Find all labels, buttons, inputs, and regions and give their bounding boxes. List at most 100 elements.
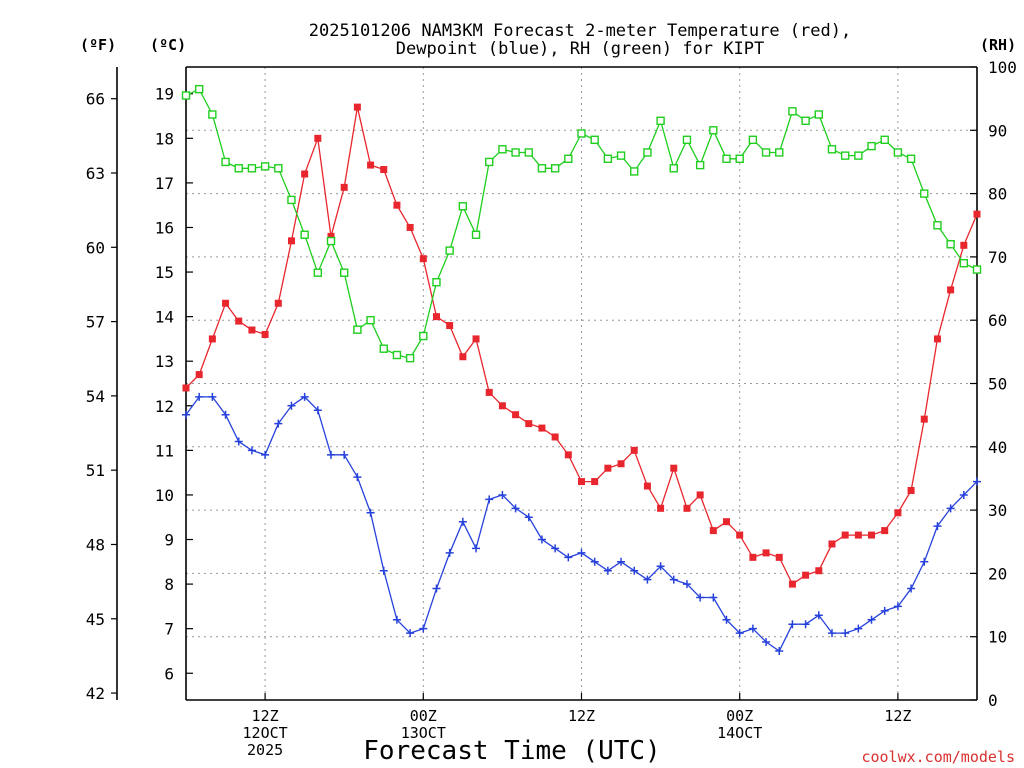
x-tick-label: 12OCT [243,724,288,742]
rh-tick-label: 50 [988,375,1007,394]
dewpoint-point [893,602,902,611]
rh-point [353,325,362,334]
rh-tick-label: 30 [988,501,1007,520]
temperature-point [208,335,216,343]
temperature-point [815,567,823,575]
dewpoint-point [498,490,507,499]
celsius-tick-label: 18 [155,129,174,148]
rh-point [630,167,639,176]
dewpoint-point [564,553,573,562]
dewpoint-point [195,392,204,401]
dewpoint-point [722,615,731,624]
dewpoint-point [630,566,639,575]
temperature-point [314,134,322,142]
rh-point [498,145,507,154]
x-tick-label: 00Z [410,707,437,725]
dewpoint-point [261,450,270,459]
temperature-point [973,210,981,218]
rh-point [775,148,784,157]
dewpoint-point [841,629,850,638]
fahrenheit-tick-label: 48 [86,535,105,554]
celsius-tick-label: 13 [155,352,174,371]
dewpoint-point [920,557,929,566]
credit-text: coolwx.com/models [861,748,1015,766]
rh-axis-unit: (RH) [980,36,1016,54]
celsius-tick-label: 12 [155,397,174,416]
data-series [181,84,982,655]
dewpoint-point [946,504,955,513]
temperature-point [591,478,599,486]
celsius-tick-label: 17 [155,174,174,193]
dewpoint-point [353,473,362,482]
dewpoint-point [643,575,652,584]
dewpoint-point [880,606,889,615]
fahrenheit-tick-label: 57 [86,313,105,332]
rh-point [709,126,718,135]
rh-point [735,154,744,163]
dewpoint-point [221,410,230,419]
dewpoint-point [735,629,744,638]
dewpoint-point [709,593,718,602]
rh-point [840,151,850,160]
temperature-point [736,531,744,539]
rh-point [682,135,692,144]
rh-point [313,268,323,277]
rh-point [537,164,547,173]
rh-point [181,91,191,100]
rh-point [920,189,929,198]
dewpoint-point [867,615,876,624]
dewpoint-point [511,504,520,513]
dewpoint-point [300,392,309,401]
fahrenheit-tick-label: 63 [86,164,105,183]
rh-point [445,246,454,255]
rh-point [748,135,758,144]
rh-point [893,148,903,157]
series-rh [181,84,982,363]
dewpoint-point [472,544,481,553]
rh-point [208,110,217,119]
series-2-meter-temperature [182,103,981,588]
dewpoint-point [537,535,546,544]
temperature-point [419,255,427,263]
dewpoint-point [551,544,560,553]
temperature-point [301,170,309,178]
temperature-point [907,486,915,494]
dewpoint-point [234,437,243,446]
celsius-tick-label: 6 [164,664,174,683]
dewpoint-point [419,624,428,633]
temperature-point [723,518,731,526]
temperature-point [551,433,559,441]
rh-point [827,145,837,154]
rh-tick-label: 70 [988,248,1007,267]
dewpoint-point [696,593,705,602]
dewpoint-point [682,580,691,589]
fahrenheit-tick-label: 45 [86,610,105,629]
dewpoint-point [762,638,771,647]
rh-tick-label: 100 [988,58,1017,77]
temperature-point [498,402,506,410]
temperature-point [353,103,361,111]
temperature-point [564,451,572,459]
tick-labels: 6 7 8 9 10 11 12 13 14 15 16 17 18 19 42 45 48 51 54 57 60 63… [86,58,1017,759]
dewpoint-point [907,584,916,593]
rh-point [419,331,428,341]
temperature-point [802,571,810,579]
dewpoint-point [274,419,283,428]
chart-title: 2025101206 NAM3KM Forecast 2-meter Tempe… [309,21,851,41]
dewpoint-point [182,410,190,419]
rh-point [972,265,982,274]
rh-point [221,157,230,167]
rh-point [524,148,533,157]
temperature-point [393,201,401,209]
celsius-tick-label: 7 [164,620,174,639]
temperature-point [894,509,902,517]
fahrenheit-axis-unit: (ºF) [80,36,116,54]
rh-tick-label: 0 [988,691,998,710]
temperature-point [947,286,955,294]
temperature-point [380,166,388,174]
x-tick-label: 00Z [726,707,753,725]
dewpoint-point [973,477,981,486]
temperature-point [749,553,757,561]
temperature-point [578,478,585,486]
temperature-point [222,299,230,307]
